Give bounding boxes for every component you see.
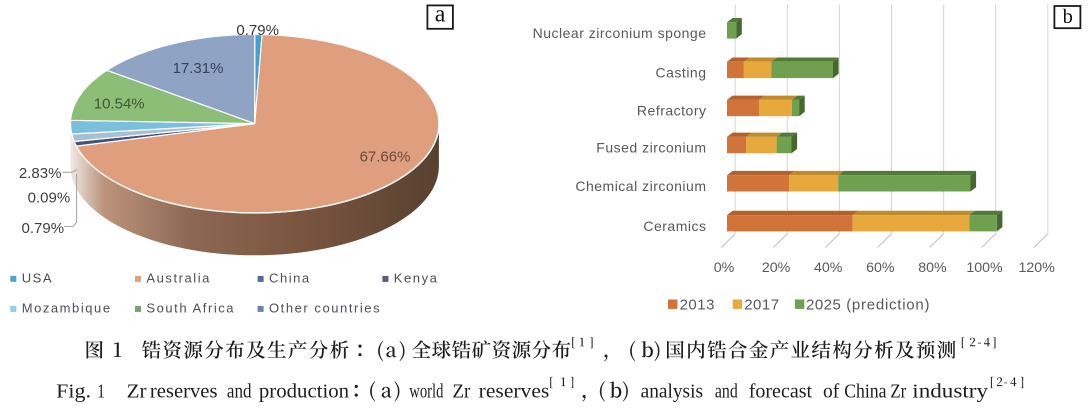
svg-text:2017: 2017 (744, 296, 779, 313)
svg-text:0.79%: 0.79% (236, 22, 279, 39)
svg-text:100%: 100% (966, 260, 1003, 276)
svg-text:2025: 2025 (806, 296, 841, 313)
svg-text:China: China (844, 380, 886, 402)
svg-text:reserves: reserves (150, 380, 218, 402)
svg-text:USA: USA (22, 271, 53, 286)
svg-text:reserves: reserves (479, 380, 550, 402)
svg-text:forecast: forecast (749, 380, 813, 402)
svg-text:a: a (435, 1, 446, 27)
svg-text:production: production (259, 380, 349, 402)
svg-text:60%: 60% (866, 260, 895, 276)
svg-text:Australia: Australia (146, 271, 211, 286)
svg-text:Fig.: Fig. (56, 380, 91, 402)
svg-text:1: 1 (97, 380, 105, 402)
svg-text:Nuclear zirconium sponge: Nuclear zirconium sponge (533, 25, 707, 41)
svg-text:2.83%: 2.83% (19, 165, 62, 182)
svg-text:South Africa: South Africa (146, 301, 235, 316)
svg-text:China: China (269, 271, 311, 286)
svg-text:Refractory: Refractory (637, 103, 707, 119)
svg-text:Other countries: Other countries (269, 301, 381, 316)
svg-text:world: world (409, 380, 443, 402)
svg-text:10.54%: 10.54% (94, 96, 145, 113)
svg-text:20%: 20% (762, 260, 791, 276)
svg-text:Casting: Casting (656, 65, 707, 81)
svg-text:0.79%: 0.79% (22, 220, 65, 237)
svg-text:0%: 0% (714, 260, 735, 276)
svg-text:of: of (823, 380, 839, 402)
svg-text:Chemical zirconium: Chemical zirconium (575, 178, 706, 194)
svg-text:80%: 80% (918, 260, 947, 276)
svg-text:Zr: Zr (127, 380, 147, 402)
svg-text:Kenya: Kenya (394, 271, 439, 286)
svg-text:industry: industry (912, 380, 989, 402)
svg-text:(prediction): (prediction) (846, 296, 930, 313)
svg-text:0.09%: 0.09% (28, 189, 71, 206)
svg-text:analysis: analysis (641, 380, 703, 402)
svg-text:67.66%: 67.66% (360, 149, 411, 166)
svg-text:120%: 120% (1018, 260, 1055, 276)
svg-text:Zr: Zr (452, 380, 470, 402)
svg-text:and: and (715, 380, 738, 402)
svg-text:and: and (227, 380, 252, 402)
svg-text:Zr: Zr (890, 380, 906, 402)
svg-text:40%: 40% (814, 260, 843, 276)
svg-text:17.31%: 17.31% (173, 60, 224, 77)
svg-text:2013: 2013 (680, 296, 715, 313)
svg-text:Ceramics: Ceramics (643, 218, 706, 234)
svg-text:Fused zirconium: Fused zirconium (596, 140, 706, 156)
svg-text:Mozambique: Mozambique (22, 301, 112, 316)
svg-text:b: b (1063, 6, 1073, 28)
